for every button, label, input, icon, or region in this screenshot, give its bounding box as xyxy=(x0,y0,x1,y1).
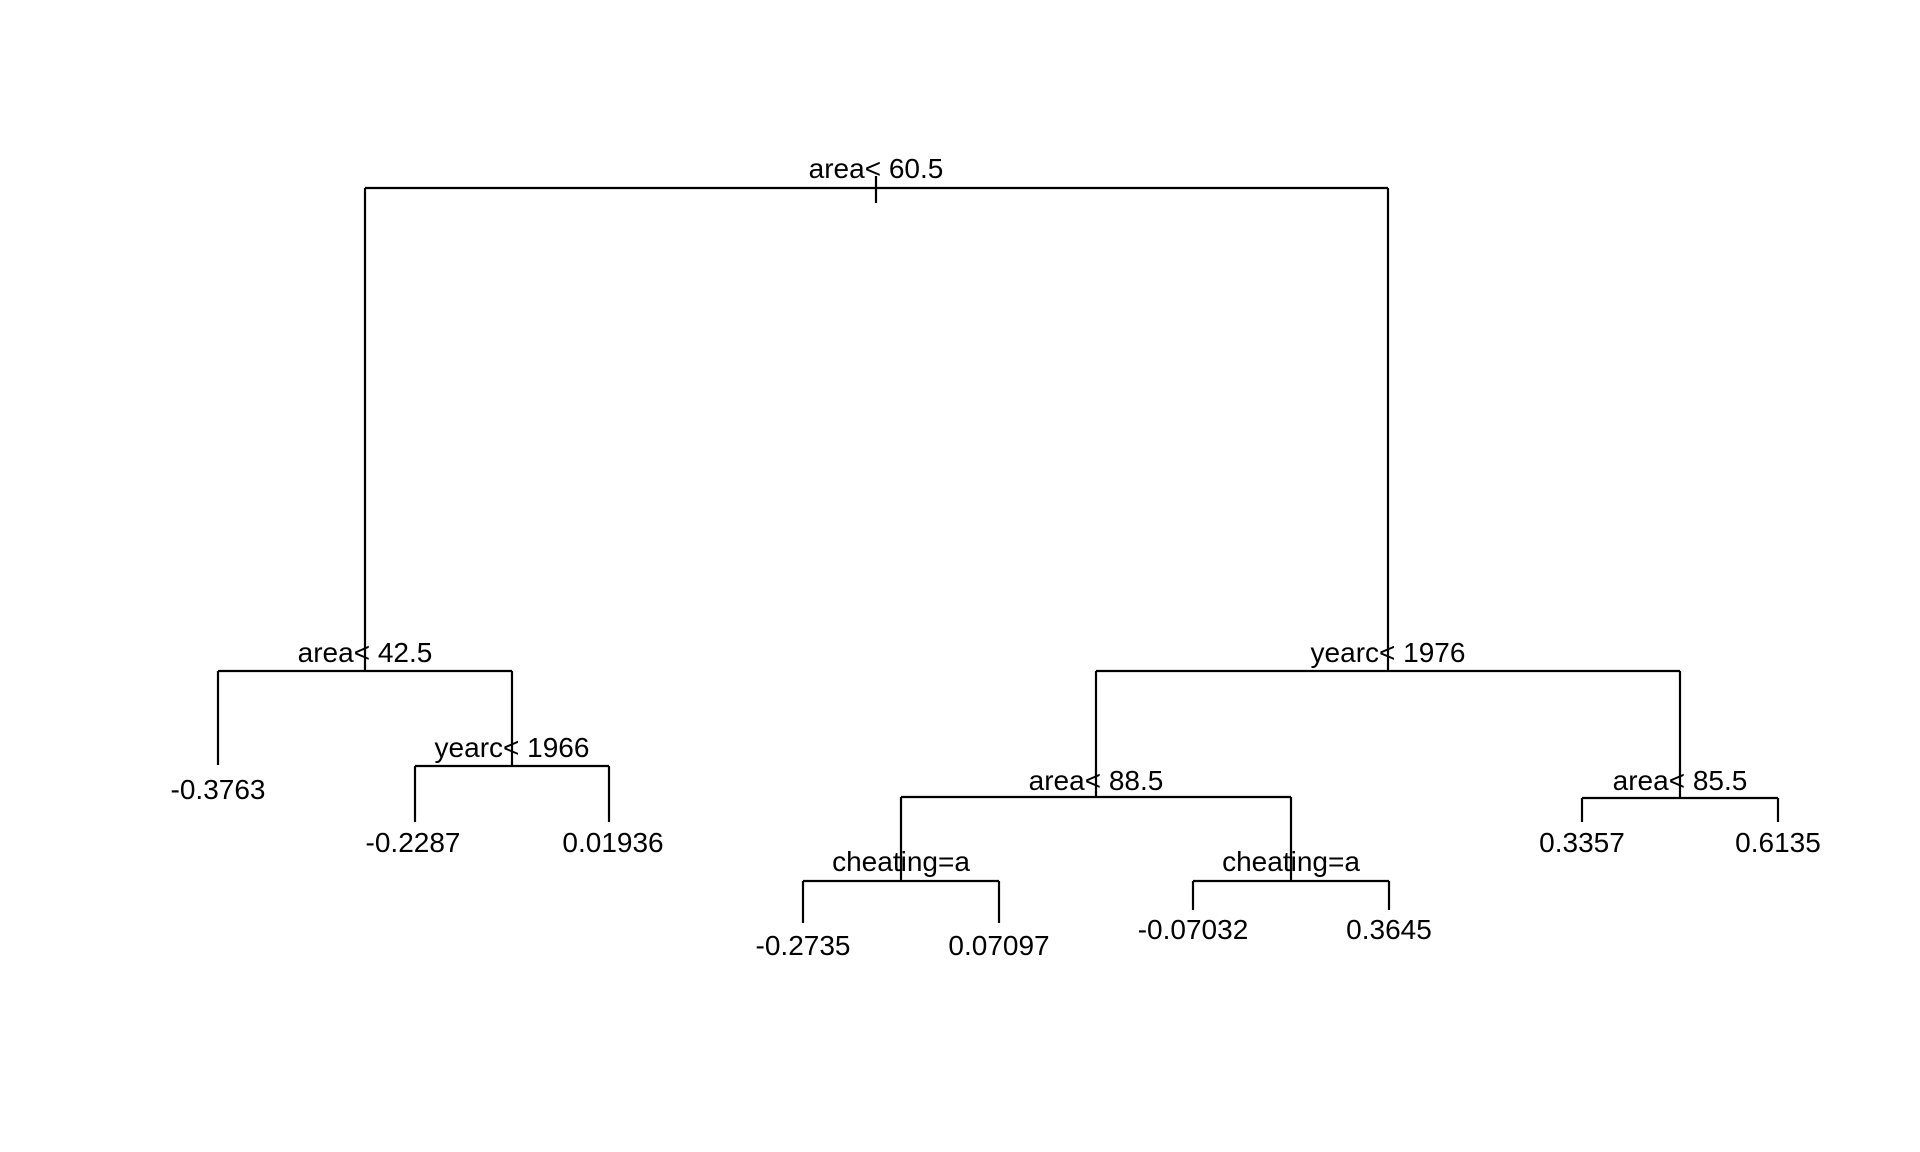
leaf-value-rlrr: 0.3645 xyxy=(1346,914,1432,945)
split-label-rr: area< 85.5 xyxy=(1612,765,1748,796)
split-label-rlr: cheating=a xyxy=(1222,846,1360,877)
leaf-value-lrl: -0.2287 xyxy=(365,827,461,858)
split-label-rll: cheating=a xyxy=(832,846,970,877)
split-label-lr: yearc< 1966 xyxy=(434,732,590,763)
leaf-value-rllr: 0.07097 xyxy=(948,930,1050,961)
leaf-value-rrr: 0.6135 xyxy=(1735,827,1821,858)
split-label-root: area< 60.5 xyxy=(808,153,944,184)
split-label-l: area< 42.5 xyxy=(297,637,433,668)
leaf-value-rrl: 0.3357 xyxy=(1539,827,1625,858)
leaf-value-lrr: 0.01936 xyxy=(562,827,664,858)
leaf-value-rlll: -0.2735 xyxy=(755,930,851,961)
leaf-value-rlrl: -0.07032 xyxy=(1137,914,1249,945)
leaf-value-ll: -0.3763 xyxy=(170,774,266,805)
split-label-r: yearc< 1976 xyxy=(1310,637,1466,668)
split-label-rl: area< 88.5 xyxy=(1028,765,1164,796)
